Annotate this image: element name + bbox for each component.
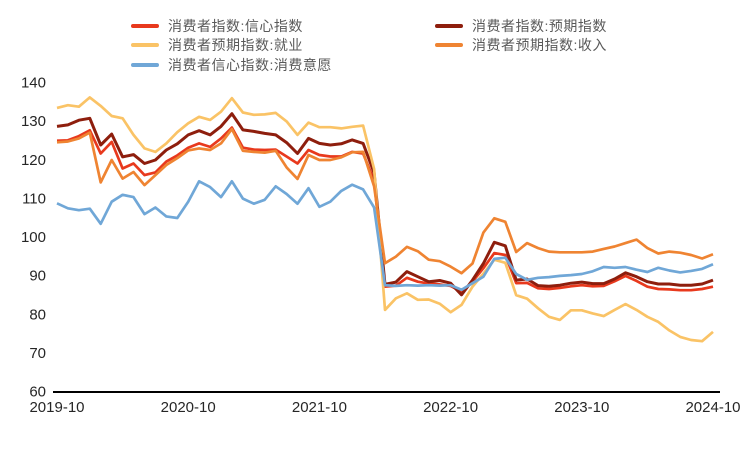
legend-label: 消费者指数:信心指数 bbox=[168, 17, 303, 34]
y-axis-tick-label: 90 bbox=[29, 268, 46, 285]
legend-line-swatch bbox=[131, 62, 159, 67]
chart-legend: 消费者指数:信心指数 消费者预期指数:就业消费者信心指数:消费意愿 消费者指数:预期… bbox=[131, 16, 607, 75]
legend-label: 消费者预期指数:就业 bbox=[168, 37, 303, 54]
x-axis-tick-label: 2024-10 bbox=[685, 399, 740, 416]
series-line-2 bbox=[56, 96, 714, 343]
x-axis-tick-label: 2021-10 bbox=[292, 399, 347, 416]
y-axis-tick-label: 130 bbox=[21, 113, 46, 130]
y-axis-tick-label: 120 bbox=[21, 152, 46, 169]
y-axis-tick-label: 110 bbox=[22, 190, 46, 207]
x-axis-tick-label: 2019-10 bbox=[29, 399, 84, 416]
x-axis-tick-label: 2023-10 bbox=[554, 399, 609, 416]
series-line-3 bbox=[56, 127, 714, 275]
legend-label: 消费者信心指数:消费意愿 bbox=[168, 56, 332, 73]
legend-label: 消费者预期指数:收入 bbox=[472, 37, 607, 54]
legend-item: 消费者预期指数:就业 bbox=[131, 35, 435, 55]
x-axis-tick-label: 2020-10 bbox=[161, 399, 216, 416]
series-line-0 bbox=[56, 126, 714, 294]
y-axis-tick-label: 100 bbox=[21, 229, 46, 246]
legend-line-swatch bbox=[131, 23, 159, 28]
legend-item: 消费者预期指数:收入 bbox=[435, 35, 607, 55]
y-axis-tick-label: 70 bbox=[29, 345, 46, 362]
y-axis-tick-label: 60 bbox=[29, 384, 46, 401]
legend-line-swatch bbox=[131, 43, 159, 48]
legend-line-swatch bbox=[435, 23, 463, 28]
y-axis-tick-label: 140 bbox=[21, 75, 46, 92]
x-axis-tick-label: 2022-10 bbox=[423, 399, 478, 416]
legend-line-swatch bbox=[435, 43, 463, 48]
legend-label: 消费者指数:预期指数 bbox=[472, 17, 607, 34]
legend-item: 消费者信心指数:消费意愿 bbox=[131, 55, 435, 75]
series-line-4 bbox=[56, 179, 714, 292]
y-axis-tick-label: 80 bbox=[29, 306, 46, 323]
legend-item: 消费者指数:信心指数 bbox=[131, 16, 435, 36]
legend-item: 消费者指数:预期指数 bbox=[435, 16, 607, 36]
